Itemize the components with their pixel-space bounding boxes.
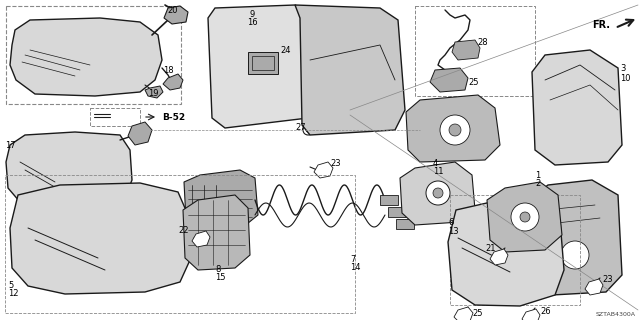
Text: SZTAB4300A: SZTAB4300A (596, 311, 636, 316)
Polygon shape (183, 195, 250, 270)
Polygon shape (400, 162, 475, 225)
Polygon shape (314, 162, 333, 178)
Text: 28: 28 (477, 37, 488, 46)
Text: 23: 23 (330, 158, 340, 167)
Text: 26: 26 (540, 308, 550, 316)
Text: 19: 19 (148, 89, 159, 98)
Text: 16: 16 (246, 18, 257, 27)
Polygon shape (454, 307, 473, 320)
Text: 5: 5 (8, 281, 13, 290)
Text: 22: 22 (178, 226, 189, 235)
Polygon shape (128, 122, 152, 145)
Text: 21: 21 (485, 244, 495, 252)
Text: 8: 8 (215, 266, 220, 275)
Polygon shape (452, 40, 480, 60)
Polygon shape (6, 132, 132, 208)
Text: 6: 6 (448, 218, 453, 227)
Polygon shape (528, 180, 622, 295)
Bar (248, 52, 278, 74)
Bar (90, 108, 140, 126)
Text: 23: 23 (602, 276, 612, 284)
Polygon shape (532, 50, 622, 165)
Polygon shape (295, 5, 405, 135)
Circle shape (520, 212, 530, 222)
Text: 12: 12 (8, 289, 19, 298)
Polygon shape (585, 279, 603, 295)
Circle shape (426, 181, 450, 205)
Text: 15: 15 (215, 274, 225, 283)
Bar (415, 6, 535, 96)
Text: 27: 27 (295, 123, 306, 132)
Circle shape (433, 188, 443, 198)
Polygon shape (163, 74, 183, 90)
Circle shape (449, 124, 461, 136)
Bar (6, 6, 181, 104)
Polygon shape (448, 200, 564, 306)
Polygon shape (145, 86, 163, 98)
Ellipse shape (342, 114, 367, 130)
Bar (396, 219, 414, 229)
Text: 24: 24 (280, 45, 291, 54)
Polygon shape (490, 249, 508, 265)
Text: 2: 2 (535, 179, 540, 188)
Circle shape (561, 241, 589, 269)
Bar (5, 175, 355, 313)
Polygon shape (164, 6, 188, 24)
Polygon shape (10, 183, 190, 294)
Text: 4: 4 (433, 158, 438, 167)
Polygon shape (184, 170, 258, 230)
Text: 18: 18 (163, 66, 173, 75)
Text: 9: 9 (250, 10, 255, 19)
Circle shape (306, 128, 310, 132)
Text: 1: 1 (535, 171, 540, 180)
Text: 25: 25 (472, 308, 483, 317)
Text: 25: 25 (468, 77, 479, 86)
Text: 14: 14 (350, 263, 360, 273)
Polygon shape (522, 309, 540, 320)
Polygon shape (406, 95, 500, 162)
Bar (252, 56, 274, 70)
Circle shape (511, 203, 539, 231)
Text: 3: 3 (620, 63, 625, 73)
Polygon shape (208, 5, 318, 128)
Text: B-52: B-52 (162, 113, 185, 122)
Circle shape (440, 115, 470, 145)
Polygon shape (192, 231, 210, 247)
Text: 7: 7 (350, 255, 355, 265)
Text: 13: 13 (448, 227, 459, 236)
Bar (380, 195, 398, 205)
Text: 20: 20 (167, 5, 177, 14)
Bar (450, 195, 580, 305)
Bar (388, 207, 406, 217)
Text: FR.: FR. (592, 20, 610, 30)
Text: 10: 10 (620, 74, 630, 83)
Circle shape (303, 125, 313, 135)
Text: 17: 17 (5, 140, 15, 149)
Polygon shape (10, 18, 162, 96)
Text: 11: 11 (433, 166, 444, 175)
Polygon shape (487, 182, 562, 252)
Polygon shape (430, 68, 468, 92)
